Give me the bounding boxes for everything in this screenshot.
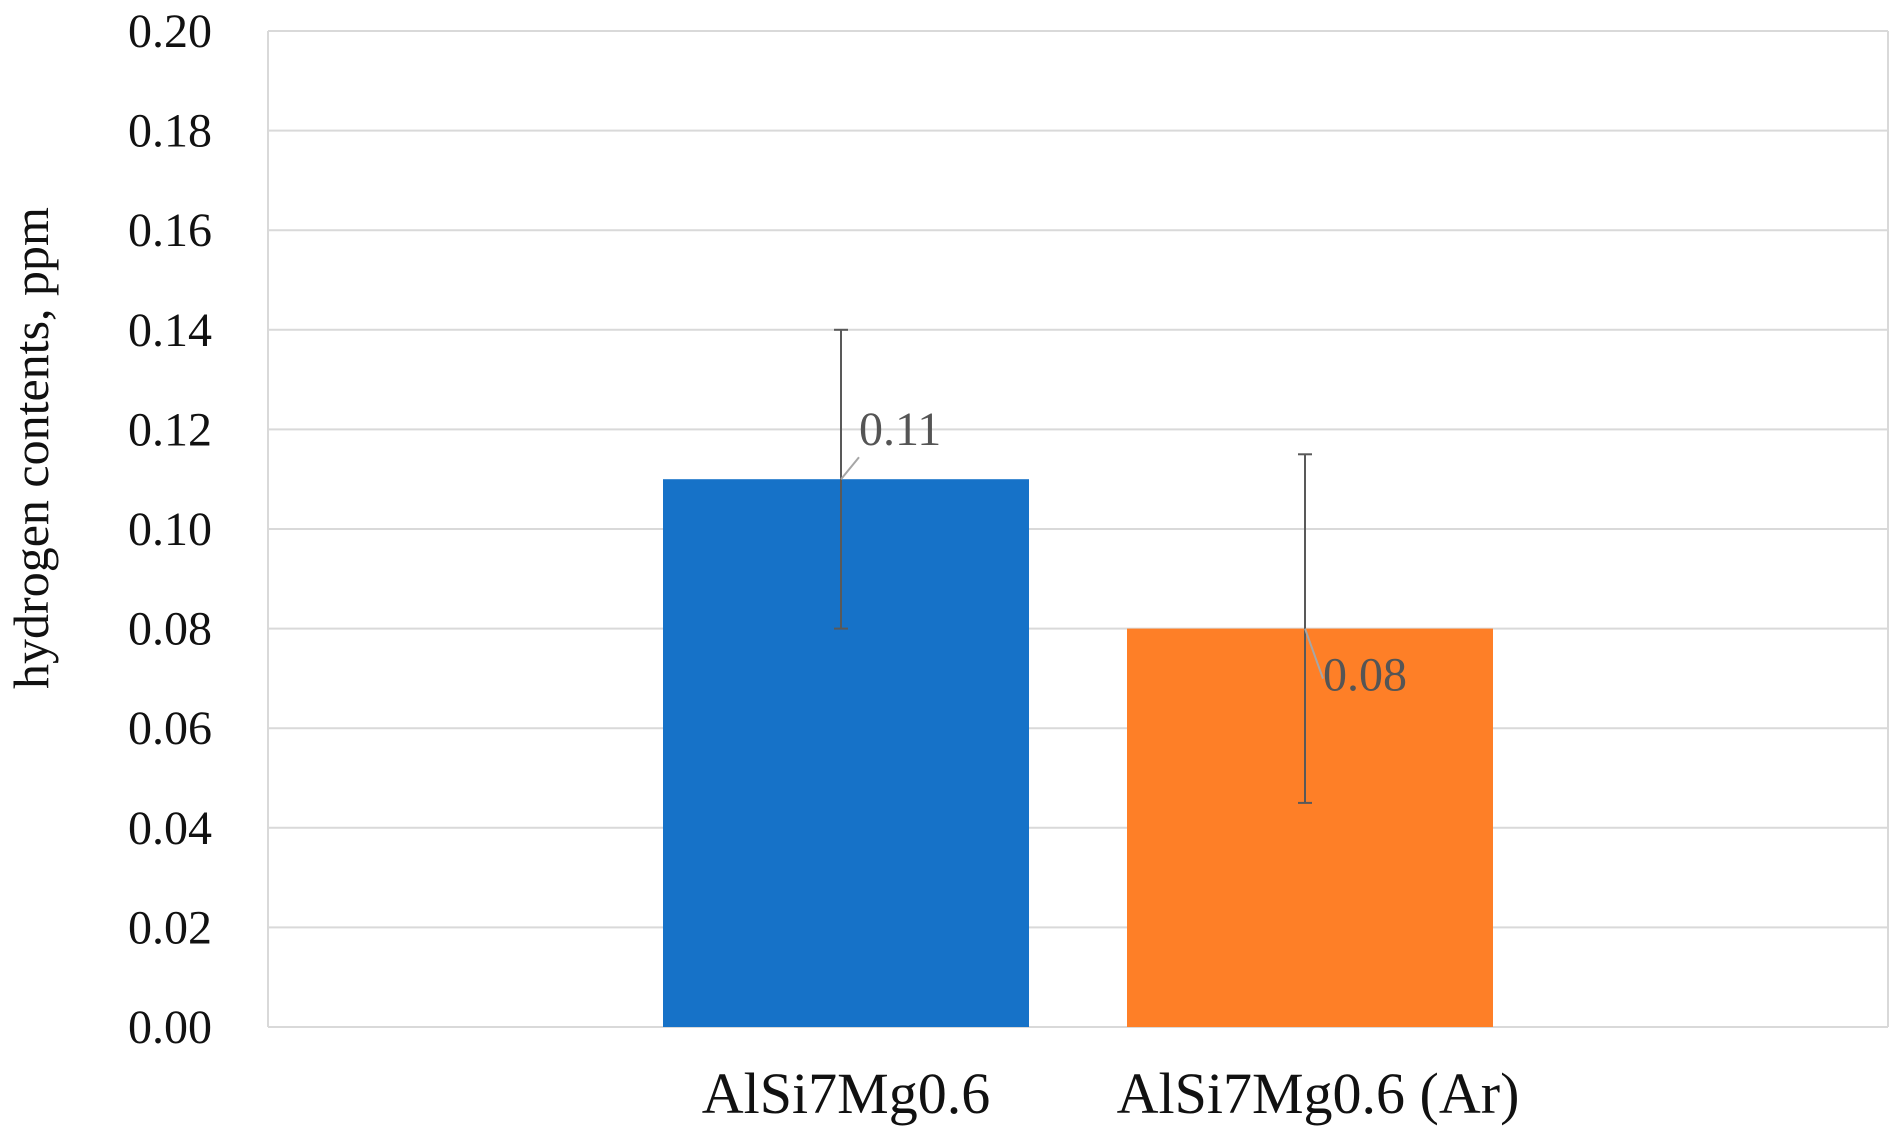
data-label: 0.08 bbox=[1323, 649, 1407, 702]
data-label-leader bbox=[1304, 628, 1324, 679]
y-axis-ticks: 0.00 0.02 0.04 0.06 0.08 0.10 0.12 0.14 0.16 0.18… bbox=[128, 5, 212, 1054]
y-tick-label: 0.10 bbox=[128, 503, 212, 556]
y-tick-label: 0.04 bbox=[128, 802, 212, 855]
bars bbox=[663, 479, 1493, 1027]
data-label-leader bbox=[840, 456, 860, 480]
bar bbox=[663, 479, 1029, 1027]
y-tick-label: 0.06 bbox=[128, 702, 212, 755]
bar bbox=[1127, 628, 1493, 1027]
y-tick-label: 0.18 bbox=[128, 105, 212, 158]
y-tick-label: 0.00 bbox=[128, 1001, 212, 1054]
y-tick-label: 0.20 bbox=[128, 5, 212, 58]
y-tick-label: 0.08 bbox=[128, 603, 212, 656]
y-tick-label: 0.12 bbox=[128, 403, 212, 456]
y-tick-label: 0.14 bbox=[128, 304, 212, 357]
x-axis-categories: AlSi7Mg0.6 AlSi7Mg0.6 (Ar) bbox=[702, 1061, 1520, 1126]
x-category-label: AlSi7Mg0.6 (Ar) bbox=[1117, 1061, 1520, 1126]
x-category-label: AlSi7Mg0.6 bbox=[702, 1061, 990, 1126]
data-labels: 0.11 0.08 bbox=[840, 403, 1407, 702]
gridlines bbox=[267, 30, 1889, 1028]
data-label: 0.11 bbox=[859, 403, 941, 456]
y-axis-title: hydrogen contents, ppm bbox=[3, 207, 59, 689]
y-tick-label: 0.16 bbox=[128, 204, 212, 257]
y-tick-label: 0.02 bbox=[128, 901, 212, 954]
